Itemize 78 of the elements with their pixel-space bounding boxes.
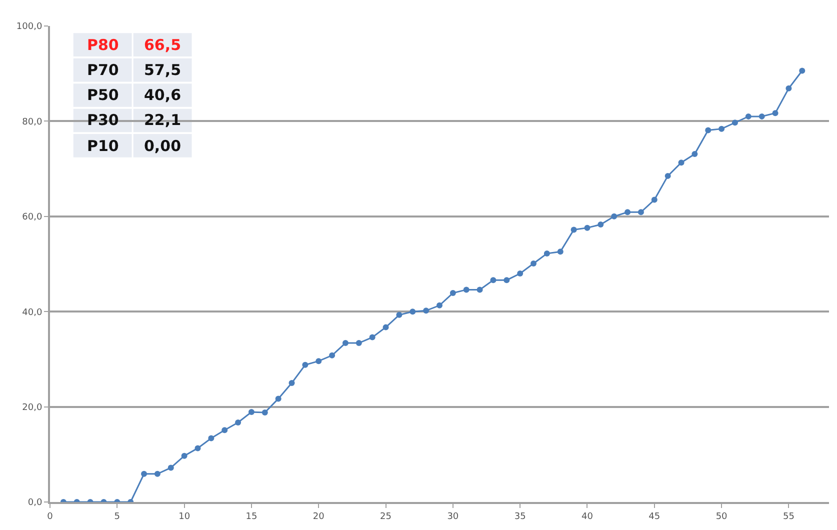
point — [356, 340, 362, 346]
y-tick-label: 40,0 — [22, 308, 42, 318]
x-tick-label: 55 — [782, 512, 794, 522]
point — [288, 380, 295, 386]
point — [664, 172, 671, 179]
y-tick-label: 80,0 — [22, 117, 42, 128]
point — [611, 213, 618, 220]
point — [382, 324, 389, 330]
annotation: P70 — [87, 61, 119, 79]
point — [638, 209, 644, 216]
point — [476, 286, 483, 293]
point — [598, 221, 604, 228]
point — [490, 277, 496, 284]
annotation: P30 — [87, 111, 119, 129]
point — [181, 452, 188, 459]
point — [396, 312, 402, 318]
point — [262, 410, 268, 416]
x-tick-label: 0 — [47, 512, 54, 522]
point — [584, 224, 590, 231]
point — [436, 302, 442, 308]
x-tick-label: 35 — [514, 512, 526, 522]
x-tick-label: 20 — [312, 512, 325, 522]
x-tick-label: 30 — [447, 512, 459, 522]
annotation: 0,00 — [144, 137, 182, 155]
annotation: P80 — [87, 36, 119, 54]
point — [530, 260, 537, 267]
y-tick-label: 0,0 — [28, 498, 42, 508]
point — [570, 226, 577, 233]
point — [705, 127, 712, 134]
point — [235, 420, 242, 426]
point — [342, 340, 348, 346]
point — [557, 248, 564, 255]
point — [450, 290, 456, 296]
point — [692, 151, 698, 158]
x-tick-label: 15 — [246, 512, 258, 522]
annotation: 40,6 — [144, 86, 182, 104]
y-tick-label: 60,0 — [22, 212, 42, 223]
y-tick-label: 20,0 — [22, 402, 42, 413]
point — [786, 85, 792, 92]
point — [248, 409, 254, 416]
point — [799, 68, 806, 74]
point — [517, 270, 524, 277]
point — [208, 435, 214, 442]
point — [463, 286, 470, 293]
point — [410, 308, 416, 315]
point — [222, 427, 228, 434]
annotation: 22,1 — [144, 111, 182, 129]
point — [772, 110, 778, 116]
point — [168, 464, 174, 471]
point — [732, 120, 738, 126]
annotation: 66,5 — [144, 36, 182, 54]
x-tick-label: 50 — [716, 512, 728, 522]
point — [154, 470, 160, 477]
point — [504, 277, 510, 284]
point — [275, 396, 282, 402]
annotation: P10 — [87, 137, 119, 155]
point — [369, 334, 376, 340]
point — [141, 470, 148, 477]
y-tick-label: 100,0 — [16, 22, 42, 32]
x-tick-label: 10 — [178, 512, 190, 522]
annotation: P50 — [87, 86, 119, 104]
x-tick-label: 40 — [582, 512, 594, 522]
x-tick-label: 5 — [114, 512, 120, 522]
x-tick-label: 25 — [380, 512, 392, 522]
point — [651, 196, 658, 203]
point — [302, 362, 308, 368]
point — [544, 250, 550, 257]
point — [423, 308, 430, 314]
point — [718, 126, 725, 132]
annotation: 57,5 — [144, 61, 182, 79]
x-tick-label: 45 — [648, 512, 660, 522]
point — [678, 160, 684, 166]
point — [745, 113, 752, 120]
point — [329, 352, 336, 358]
point — [194, 445, 201, 452]
point — [758, 113, 765, 120]
point — [316, 358, 322, 364]
point — [624, 209, 631, 216]
